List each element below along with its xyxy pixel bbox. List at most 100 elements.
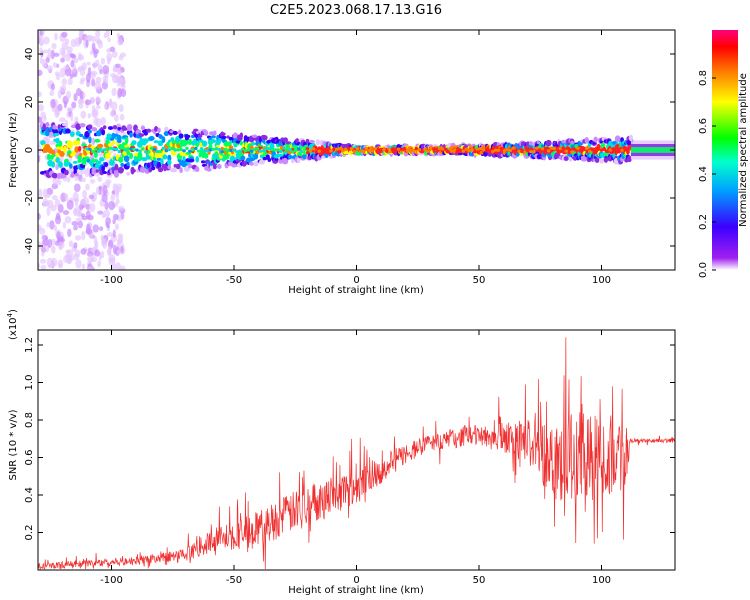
heatmap-cell bbox=[126, 149, 130, 156]
heatmap-cell bbox=[511, 146, 516, 150]
heatmap-cell bbox=[43, 136, 51, 145]
heatmap-cell bbox=[183, 166, 191, 172]
heatmap-cell bbox=[87, 255, 94, 263]
snr-x-ticks: -100 -50 0 50 100 bbox=[100, 330, 611, 586]
heatmap-cell bbox=[51, 194, 58, 201]
heatmap-cell bbox=[103, 32, 107, 39]
heatmap-cell bbox=[124, 144, 130, 148]
heatmap-cell bbox=[144, 150, 148, 154]
heatmap-cell bbox=[520, 149, 524, 153]
spectrogram-x-ticks: -100 -50 0 50 100 bbox=[100, 30, 611, 286]
heatmap-cell bbox=[282, 157, 289, 165]
heatmap-cell bbox=[117, 183, 123, 190]
heatmap-cell bbox=[42, 239, 49, 246]
heatmap-cell bbox=[545, 139, 552, 147]
y-tick-label: -20 bbox=[24, 190, 35, 206]
heatmap-cell bbox=[95, 186, 100, 196]
heatmap-cell bbox=[449, 149, 454, 153]
heatmap-cell bbox=[101, 238, 106, 247]
heatmap-cell bbox=[246, 148, 251, 152]
heatmap-cell bbox=[214, 147, 219, 151]
heatmap-cell bbox=[435, 149, 439, 154]
heatmap-cell bbox=[487, 149, 492, 154]
heatmap-cell bbox=[210, 135, 216, 139]
heatmap-cell bbox=[367, 148, 372, 153]
heatmap-cell bbox=[106, 232, 114, 237]
heatmap-cell bbox=[279, 149, 283, 153]
colorbar-gradient bbox=[712, 30, 738, 270]
heatmap-cell bbox=[69, 131, 75, 137]
heatmap-cell bbox=[91, 109, 98, 118]
heatmap-cell bbox=[86, 266, 94, 270]
heatmap-cell bbox=[529, 149, 533, 154]
heatmap-cell bbox=[94, 163, 101, 169]
heatmap-cell bbox=[96, 160, 102, 165]
heatmap-cell bbox=[91, 166, 98, 174]
heatmap-cell bbox=[199, 147, 204, 151]
heatmap-cell bbox=[117, 205, 125, 211]
heatmap-cell bbox=[259, 154, 265, 159]
heatmap-cell bbox=[117, 149, 122, 154]
heatmap-cell bbox=[102, 65, 110, 75]
colorbar-label: Normalized spectral amplitude bbox=[738, 73, 749, 227]
heatmap-cell bbox=[151, 165, 156, 171]
heatmap-cell bbox=[117, 233, 124, 239]
heatmap-cell bbox=[196, 149, 201, 153]
heatmap-cell bbox=[536, 140, 541, 145]
heatmap-cell bbox=[293, 148, 298, 152]
heatmap-cell bbox=[108, 200, 115, 211]
heatmap-cell bbox=[132, 169, 136, 173]
heatmap-cell bbox=[576, 146, 580, 150]
heatmap-cell bbox=[97, 143, 104, 149]
heatmap-cell bbox=[408, 148, 413, 153]
heatmap-cell bbox=[114, 185, 119, 193]
y-tick-label: 1.2 bbox=[24, 337, 35, 353]
heatmap-cell bbox=[126, 124, 133, 132]
heatmap-cell bbox=[364, 146, 369, 151]
heatmap-cell bbox=[120, 162, 125, 167]
heatmap-cell bbox=[98, 226, 104, 232]
heatmap-cell bbox=[49, 89, 55, 97]
heatmap-cell bbox=[105, 147, 110, 151]
heatmap-cell bbox=[38, 262, 41, 269]
heatmap-cell bbox=[54, 199, 61, 207]
spectrogram-x-label: Height of straight line (km) bbox=[288, 285, 424, 296]
heatmap-cell bbox=[85, 72, 91, 83]
heatmap-cell bbox=[438, 146, 442, 150]
heatmap-cell bbox=[523, 150, 527, 154]
heatmap-cell bbox=[131, 140, 137, 145]
heatmap-cell bbox=[38, 155, 41, 163]
heatmap-cell bbox=[243, 148, 248, 153]
heatmap-cell bbox=[52, 124, 57, 130]
heatmap-cell bbox=[141, 157, 148, 162]
snr-y-label: SNR (10 * v/v) bbox=[8, 409, 19, 480]
heatmap-cell bbox=[52, 62, 58, 68]
snr-exponent-open: (x10 bbox=[8, 317, 19, 340]
heatmap-cell bbox=[78, 103, 84, 109]
heatmap-cell bbox=[92, 224, 99, 233]
heatmap-cell bbox=[40, 140, 46, 146]
heatmap-cell bbox=[39, 47, 43, 53]
y-tick-label: 20 bbox=[24, 96, 35, 109]
heatmap-cell bbox=[388, 150, 392, 154]
heatmap-cell bbox=[57, 204, 64, 213]
heatmap-cell bbox=[269, 143, 275, 149]
heatmap-cell bbox=[41, 58, 48, 68]
heatmap-cell bbox=[115, 198, 120, 204]
heatmap-cell bbox=[71, 150, 77, 156]
heatmap-cell bbox=[161, 146, 166, 150]
heatmap-cell bbox=[187, 163, 192, 169]
heatmap-cell bbox=[248, 161, 255, 166]
heatmap-cell bbox=[216, 163, 222, 170]
heatmap-cell bbox=[323, 149, 327, 153]
heatmap-cell bbox=[120, 245, 124, 254]
heatmap-cell bbox=[108, 257, 116, 263]
heatmap-cell bbox=[120, 168, 125, 172]
heatmap-cell bbox=[139, 166, 146, 173]
heatmap-cell bbox=[100, 250, 105, 259]
heatmap-cell bbox=[117, 139, 122, 144]
x-tick-label: 0 bbox=[353, 575, 359, 586]
heatmap-cell bbox=[74, 37, 82, 47]
heatmap-cell bbox=[87, 124, 93, 130]
heatmap-cell bbox=[47, 47, 52, 58]
